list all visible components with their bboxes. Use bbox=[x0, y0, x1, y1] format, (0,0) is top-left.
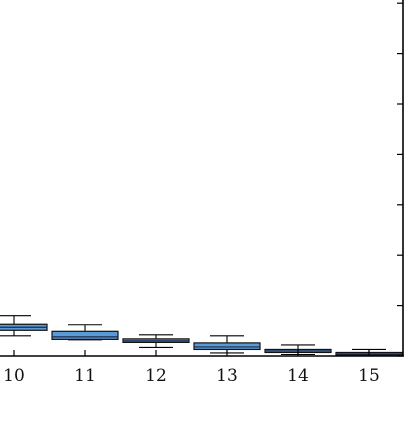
box-iqr bbox=[193, 342, 261, 351]
box-series bbox=[0, 315, 403, 357]
right-axis-ticks bbox=[397, 2, 403, 357]
x-tick-label: 11 bbox=[74, 366, 96, 386]
x-tick-label: 12 bbox=[145, 366, 167, 386]
x-tick-label: 13 bbox=[216, 366, 238, 386]
box-iqr bbox=[51, 330, 119, 340]
box-group-12 bbox=[122, 334, 190, 348]
x-tick-label: 10 bbox=[3, 366, 25, 386]
x-tick-label: 15 bbox=[358, 366, 380, 386]
box-group-11 bbox=[51, 324, 119, 341]
box-group-10 bbox=[0, 315, 48, 337]
x-tick-label: 14 bbox=[287, 366, 309, 386]
x-axis-ticks: 10 11 12 13 14 15 bbox=[3, 350, 380, 386]
